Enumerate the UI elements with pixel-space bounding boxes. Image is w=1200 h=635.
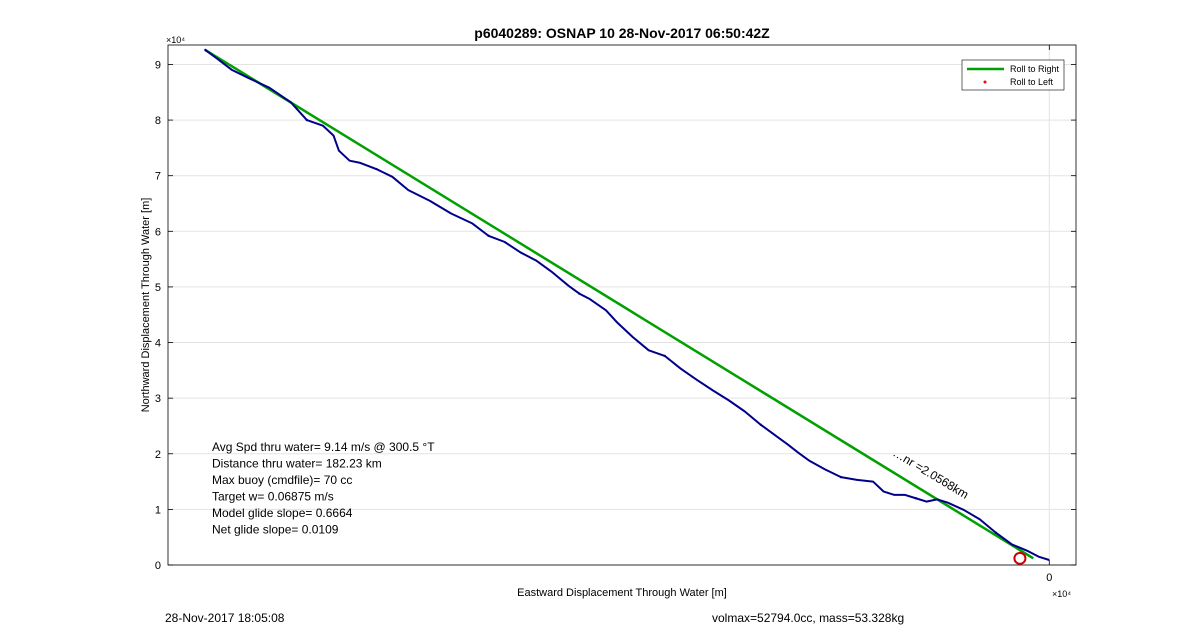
track-point bbox=[915, 497, 917, 499]
y-tick-label: 1 bbox=[155, 504, 161, 516]
chart-title: p6040289: OSNAP 10 28-Nov-2017 06:50:42Z bbox=[474, 25, 770, 41]
start-marker bbox=[1014, 553, 1025, 564]
y-tick-label: 5 bbox=[155, 282, 161, 294]
footer-vehicle-params: volmax=52794.0cc, mass=53.328kg bbox=[712, 611, 904, 625]
legend-label-roll-to-right: Roll to Right bbox=[1010, 64, 1060, 74]
y-tick-label: 2 bbox=[155, 449, 161, 461]
info-line: Max buoy (cmdfile)= 70 cc bbox=[212, 473, 352, 487]
info-text-block: Avg Spd thru water= 9.14 m/s @ 300.5 °T D… bbox=[212, 440, 435, 537]
y-axis-label: Northward Displacement Through Water [m] bbox=[140, 198, 152, 413]
x-tick-label: 0 bbox=[1046, 572, 1052, 584]
legend-label-roll-to-left: Roll to Left bbox=[1010, 77, 1054, 87]
track-point bbox=[204, 49, 206, 51]
legend-swatch-roll-to-left bbox=[984, 81, 987, 84]
grid bbox=[0, 45, 1076, 565]
y-tick-label: 7 bbox=[155, 171, 161, 183]
info-line: Target w= 0.06875 m/s bbox=[212, 490, 334, 504]
legend: Roll to Right Roll to Left bbox=[962, 60, 1064, 90]
y-axis-exponent: ×10⁴ bbox=[166, 35, 185, 45]
track-point bbox=[306, 119, 308, 121]
track-point bbox=[375, 168, 377, 170]
y-tick-label: 6 bbox=[155, 226, 161, 238]
track-point bbox=[578, 292, 580, 294]
track-point bbox=[664, 355, 666, 357]
track-point bbox=[487, 235, 489, 237]
x-axis-label: Eastward Displacement Through Water [m] bbox=[517, 587, 727, 599]
x-axis-exponent: ×10⁴ bbox=[1052, 589, 1071, 599]
info-line: Distance thru water= 182.23 km bbox=[212, 457, 382, 471]
track-point bbox=[995, 532, 997, 534]
y-tick-label: 8 bbox=[155, 115, 161, 127]
info-line: Net glide slope= 0.0109 bbox=[212, 523, 339, 537]
y-tick-label: 9 bbox=[155, 59, 161, 71]
track-point bbox=[760, 424, 762, 426]
y-tick-label: 3 bbox=[155, 393, 161, 405]
info-line: Avg Spd thru water= 9.14 m/s @ 300.5 °T bbox=[212, 440, 435, 454]
info-line: Model glide slope= 0.6664 bbox=[212, 506, 353, 520]
y-tick-label: 4 bbox=[155, 338, 161, 350]
footer-timestamp: 28-Nov-2017 18:05:08 bbox=[165, 611, 284, 625]
track-point bbox=[840, 476, 842, 478]
figure: -15-10-500123456789 p6040289: OSNAP 10 2… bbox=[0, 0, 1200, 635]
axis-ticks: -15-10-500123456789 bbox=[0, 45, 1076, 584]
y-tick-label: 0 bbox=[155, 560, 161, 572]
